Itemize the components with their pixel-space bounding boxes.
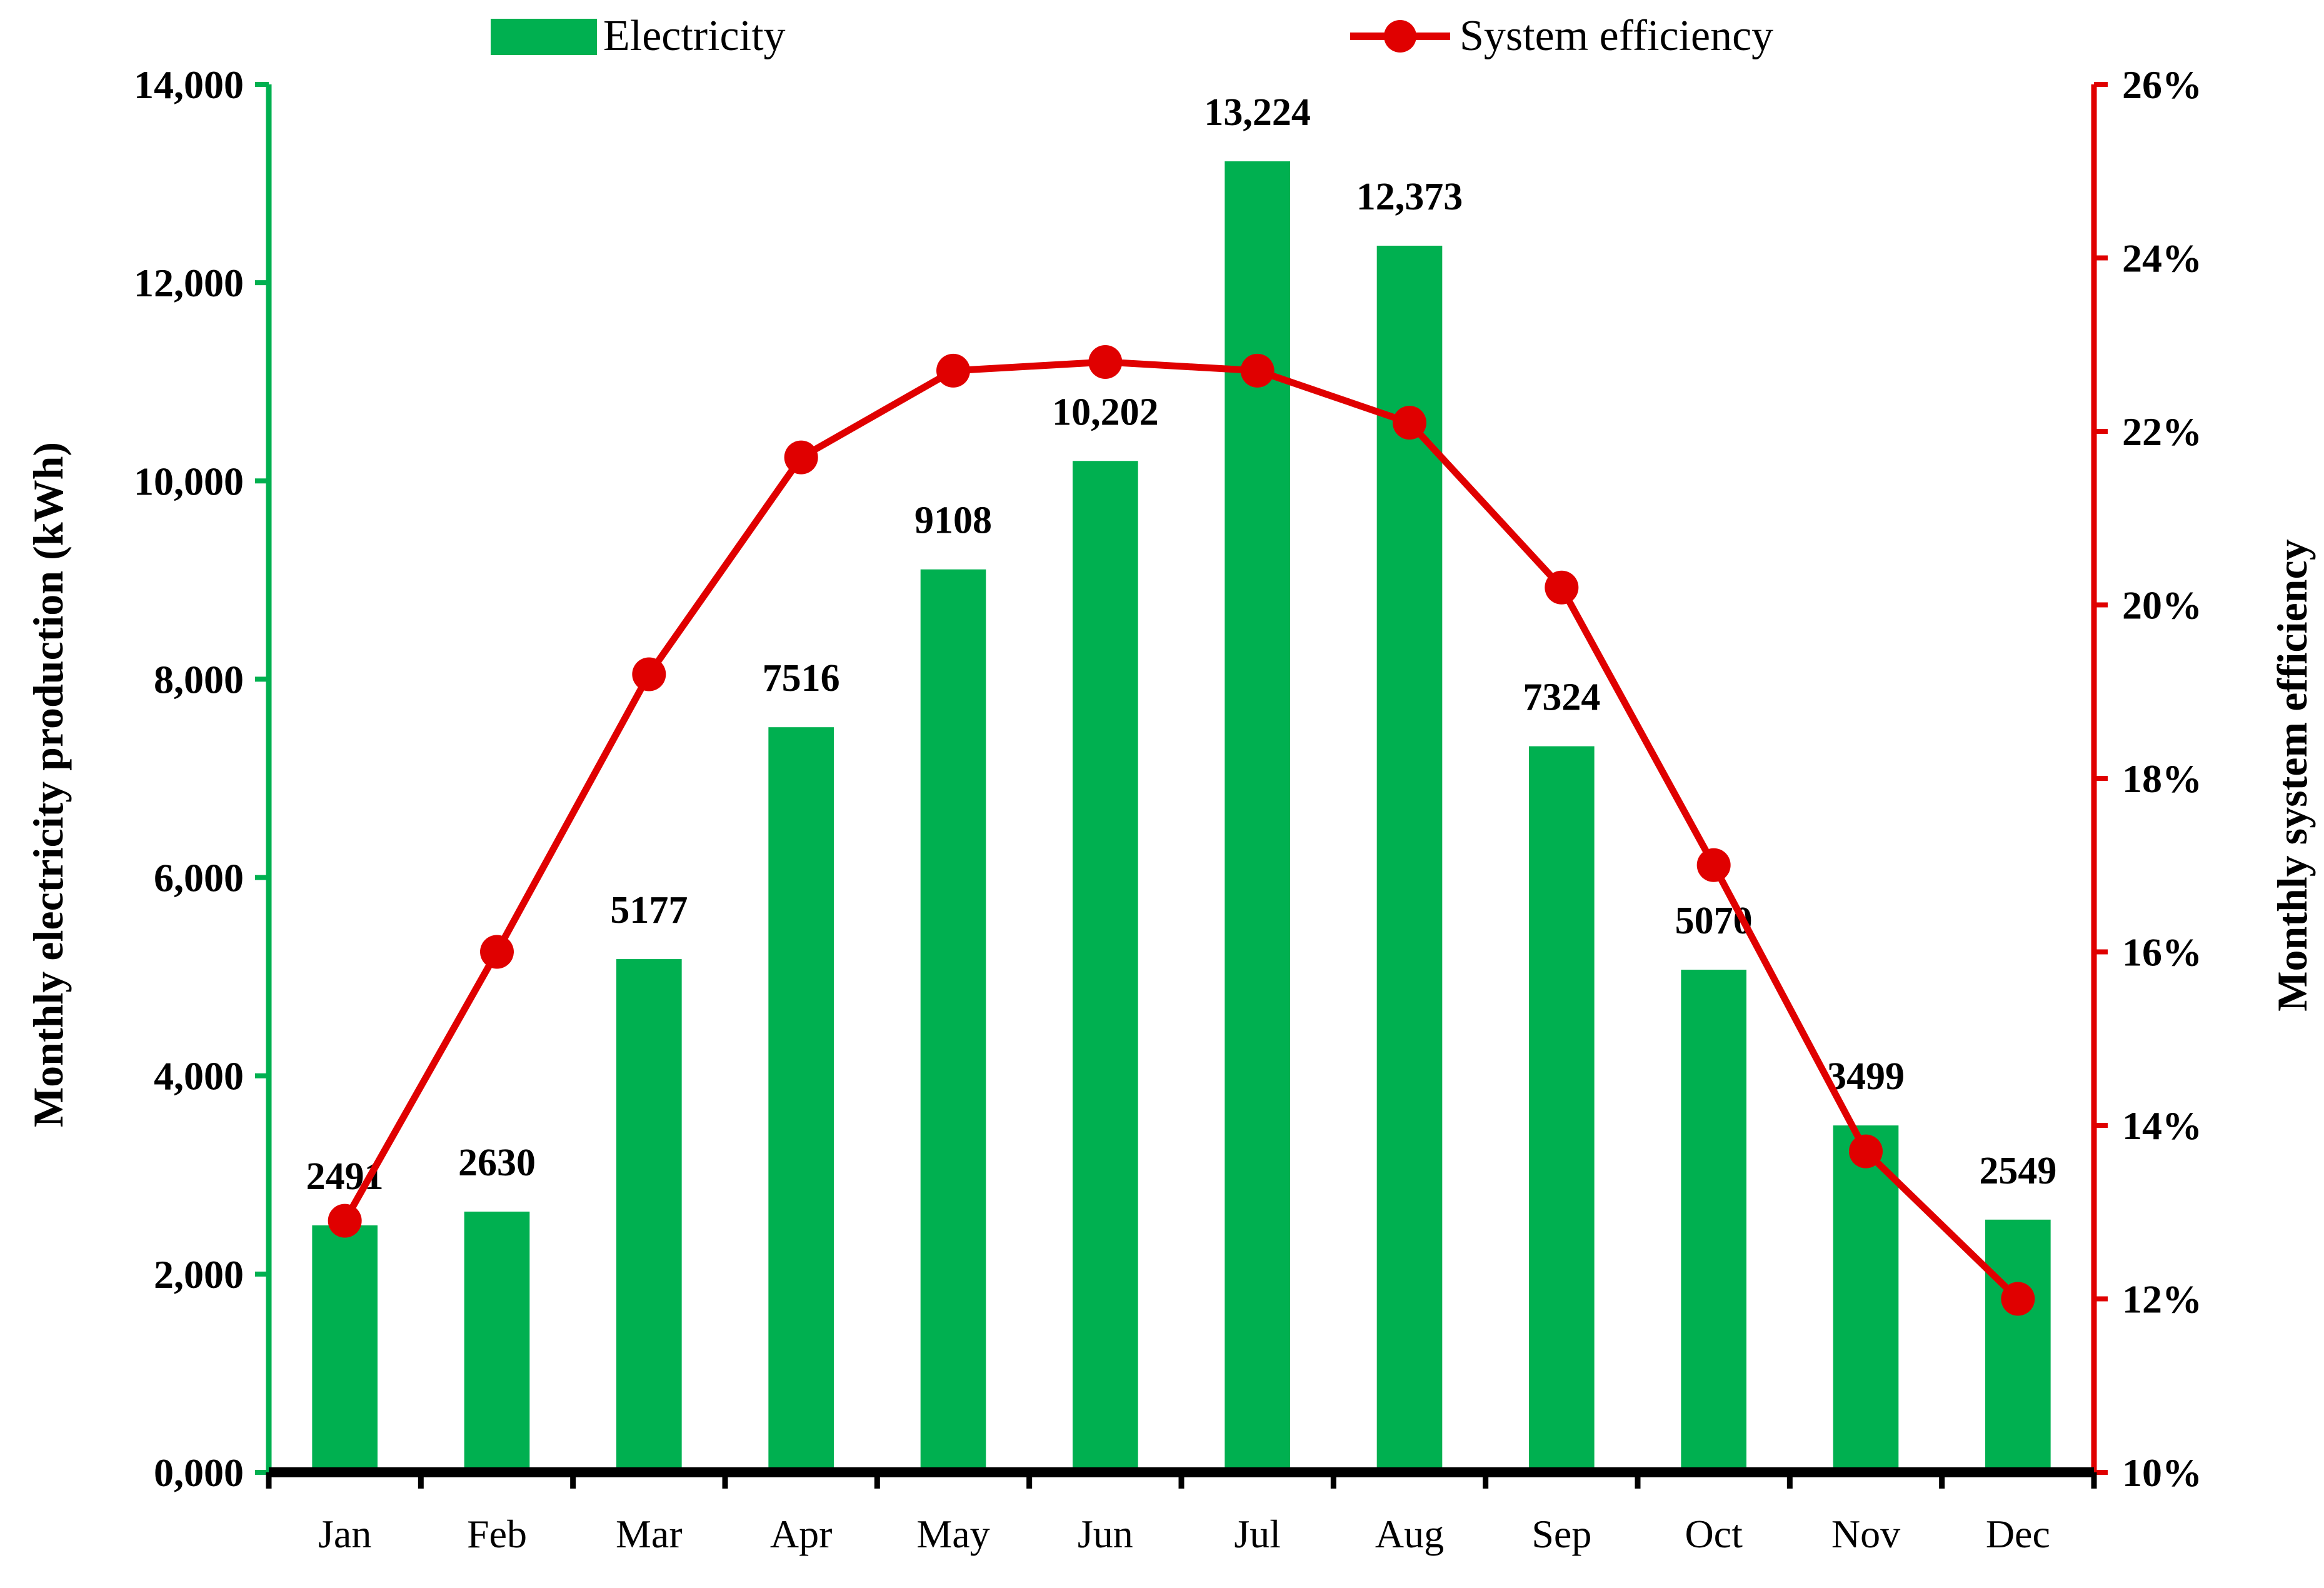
- efficiency-point-jan: [328, 1204, 362, 1238]
- left-axis-tick-label: 14,000: [134, 63, 244, 107]
- bar-oct: [1681, 970, 1746, 1472]
- x-axis-tick-label-may: May: [916, 1512, 989, 1556]
- bar-label-jul: 13,224: [1204, 91, 1311, 134]
- bar-label-jun: 10,202: [1052, 391, 1159, 433]
- right-axis-tick-label: 26%: [2122, 63, 2202, 107]
- bar-jun: [1073, 461, 1138, 1472]
- x-axis-tick-label-nov: Nov: [1831, 1512, 1900, 1556]
- bar-label-sep: 7324: [1523, 676, 1600, 719]
- efficiency-point-nov: [1849, 1134, 1883, 1168]
- bar-label-mar: 5177: [610, 889, 688, 932]
- efficiency-point-aug: [1393, 406, 1426, 440]
- bar-label-aug: 12,373: [1356, 176, 1463, 218]
- left-axis-tick-label: 0,000: [154, 1450, 244, 1495]
- right-axis-tick-label: 12%: [2122, 1277, 2202, 1322]
- bar-dec: [1985, 1219, 2051, 1472]
- x-axis-tick-label-sep: Sep: [1531, 1512, 1591, 1556]
- x-axis-tick-label-oct: Oct: [1685, 1512, 1743, 1556]
- bar-may: [920, 569, 986, 1472]
- right-axis-tick-label: 20%: [2122, 583, 2202, 628]
- bar-label-may: 9108: [914, 500, 992, 542]
- left-axis-tick-label: 2,000: [154, 1252, 244, 1297]
- efficiency-point-sep: [1545, 570, 1579, 605]
- x-axis-tick-label-jul: Jul: [1234, 1512, 1281, 1556]
- efficiency-point-apr: [784, 440, 818, 475]
- right-axis-tick-label: 18%: [2122, 756, 2202, 801]
- right-axis-tick-label: 24%: [2122, 236, 2202, 281]
- x-axis-tick-label-dec: Dec: [1986, 1512, 2050, 1556]
- right-y-axis: 10% 12% 14% 16% 18% 20% 22% 24% 26%: [2091, 63, 2202, 1495]
- legend-marker-efficiency: [1384, 20, 1416, 53]
- bar-sep: [1529, 746, 1595, 1472]
- legend-label-electricity: Electricity: [603, 12, 786, 60]
- x-axis-tick-label-apr: Apr: [770, 1512, 833, 1556]
- right-axis-title: Monthly system efficiency: [2268, 539, 2316, 1011]
- x-axis-tick-label-mar: Mar: [616, 1512, 683, 1556]
- efficiency-point-may: [936, 353, 970, 388]
- x-axis-tick-label-jan: Jan: [318, 1512, 371, 1556]
- legend: Electricity System efficiency: [491, 12, 1773, 60]
- right-axis-tick-label: 10%: [2122, 1450, 2202, 1495]
- left-axis-tick-label: 6,000: [154, 856, 244, 900]
- right-axis-tick-label: 22%: [2122, 410, 2202, 454]
- bar-label-feb: 2630: [458, 1142, 536, 1184]
- x-axis-tick-label-jun: Jun: [1078, 1512, 1133, 1556]
- x-axis-tick-label-feb: Feb: [467, 1512, 527, 1556]
- left-axis-title: Monthly electricity production (kWh): [24, 442, 72, 1127]
- bar-jan: [312, 1225, 378, 1472]
- bar-mar: [616, 959, 682, 1472]
- bar-apr: [768, 727, 834, 1472]
- line-series-efficiency: [328, 345, 2035, 1316]
- efficiency-point-jun: [1088, 345, 1123, 379]
- legend-label-efficiency: System efficiency: [1460, 12, 1773, 60]
- efficiency-point-dec: [2001, 1282, 2035, 1316]
- left-axis-tick-label: 8,000: [154, 657, 244, 701]
- efficiency-point-feb: [480, 935, 514, 969]
- bar-series-electricity: [312, 161, 2051, 1472]
- x-axis: Jan Feb Mar Apr May Jun Jul Aug Sep Oct Nov Dec: [266, 1467, 2097, 1556]
- bar-feb: [464, 1211, 530, 1472]
- x-axis-tick-label-aug: Aug: [1375, 1512, 1444, 1556]
- bar-label-apr: 7516: [763, 657, 840, 700]
- left-y-axis: 0,000 2,000 4,000 6,000 8,000 10,000 12,000 14,…: [134, 63, 272, 1495]
- left-axis-tick-label: 12,000: [134, 261, 244, 305]
- right-axis-tick-label: 14%: [2122, 1103, 2202, 1148]
- efficiency-point-jul: [1240, 353, 1275, 388]
- bar-label-dec: 2549: [1979, 1150, 2056, 1192]
- efficiency-line: [341, 358, 2021, 1302]
- efficiency-point-oct: [1696, 848, 1731, 882]
- efficiency-point-mar: [632, 657, 666, 691]
- left-axis-tick-label: 4,000: [154, 1054, 244, 1098]
- bar-nov: [1833, 1125, 1899, 1472]
- left-axis-tick-label: 10,000: [134, 459, 244, 503]
- bar-label-nov: 3499: [1827, 1055, 1905, 1098]
- bar-data-labels: 2491 263051777516910810,20213,22412,37373…: [306, 91, 2057, 1198]
- legend-swatch-electricity: [491, 19, 597, 55]
- right-axis-tick-label: 16%: [2122, 930, 2202, 975]
